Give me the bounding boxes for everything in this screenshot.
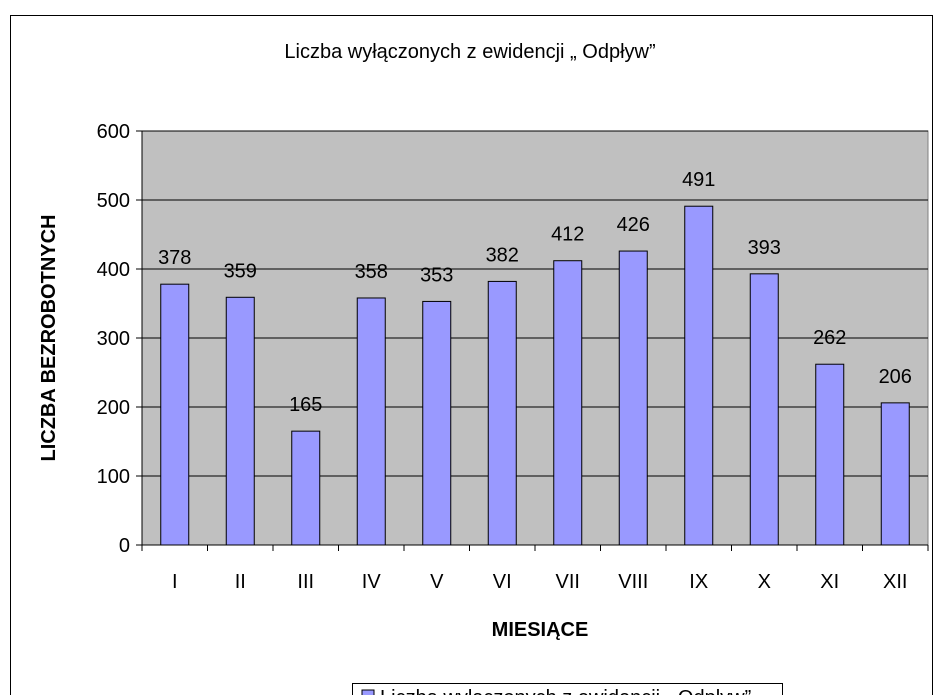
- value-label: 262: [813, 327, 846, 349]
- bar: [160, 283, 190, 546]
- x-tick-label: I: [172, 571, 178, 593]
- x-tick-label: IV: [362, 571, 382, 593]
- bar: [291, 430, 321, 546]
- value-label: 165: [289, 394, 322, 416]
- bar: [684, 205, 714, 546]
- bar: [487, 280, 517, 546]
- y-tick-label: 200: [97, 397, 130, 419]
- y-tick-label: 300: [97, 328, 130, 350]
- x-tick-label: IX: [689, 571, 708, 593]
- x-tick-label: III: [297, 571, 314, 593]
- bar: [749, 273, 779, 546]
- x-tick-label: X: [758, 571, 771, 593]
- x-tick-label: VII: [556, 571, 580, 593]
- x-tick-label: VI: [493, 571, 512, 593]
- bar: [815, 363, 845, 546]
- value-label: 491: [682, 169, 715, 191]
- chart-title: Liczba wyłączonych z ewidencji „ Odpływ”: [284, 41, 655, 63]
- value-label: 393: [748, 237, 781, 259]
- legend-box: [352, 683, 783, 695]
- legend-swatch: [361, 689, 375, 695]
- bar: [618, 250, 648, 546]
- bar: [880, 402, 910, 546]
- value-label: 353: [420, 264, 453, 286]
- y-tick-label: 400: [97, 259, 130, 281]
- x-tick-label: II: [235, 571, 246, 593]
- x-tick-label: XII: [883, 571, 907, 593]
- x-axis-label: MIESIĄCE: [492, 619, 589, 641]
- y-tick-label: 100: [97, 466, 130, 488]
- x-tick-label: VIII: [618, 571, 648, 593]
- value-label: 426: [617, 214, 650, 236]
- bar: [356, 297, 386, 546]
- x-tick-label: V: [430, 571, 444, 593]
- bar: [553, 260, 583, 546]
- y-axis-label: LICZBA BEZROBOTNYCH: [38, 214, 60, 461]
- y-tick-label: 500: [97, 190, 130, 212]
- legend-label: Liczba wyłączonych z ewidencji „ Odpływ”: [380, 687, 751, 695]
- x-tick-label: XI: [820, 571, 839, 593]
- value-label: 412: [551, 224, 584, 246]
- bar: [225, 296, 255, 546]
- bar: [422, 300, 452, 546]
- value-label: 382: [486, 244, 519, 266]
- value-label: 358: [355, 261, 388, 283]
- value-label: 359: [224, 260, 257, 282]
- value-label: 378: [158, 247, 191, 269]
- value-label: 206: [879, 366, 912, 388]
- y-tick-label: 600: [97, 121, 130, 143]
- y-tick-label: 0: [119, 535, 130, 557]
